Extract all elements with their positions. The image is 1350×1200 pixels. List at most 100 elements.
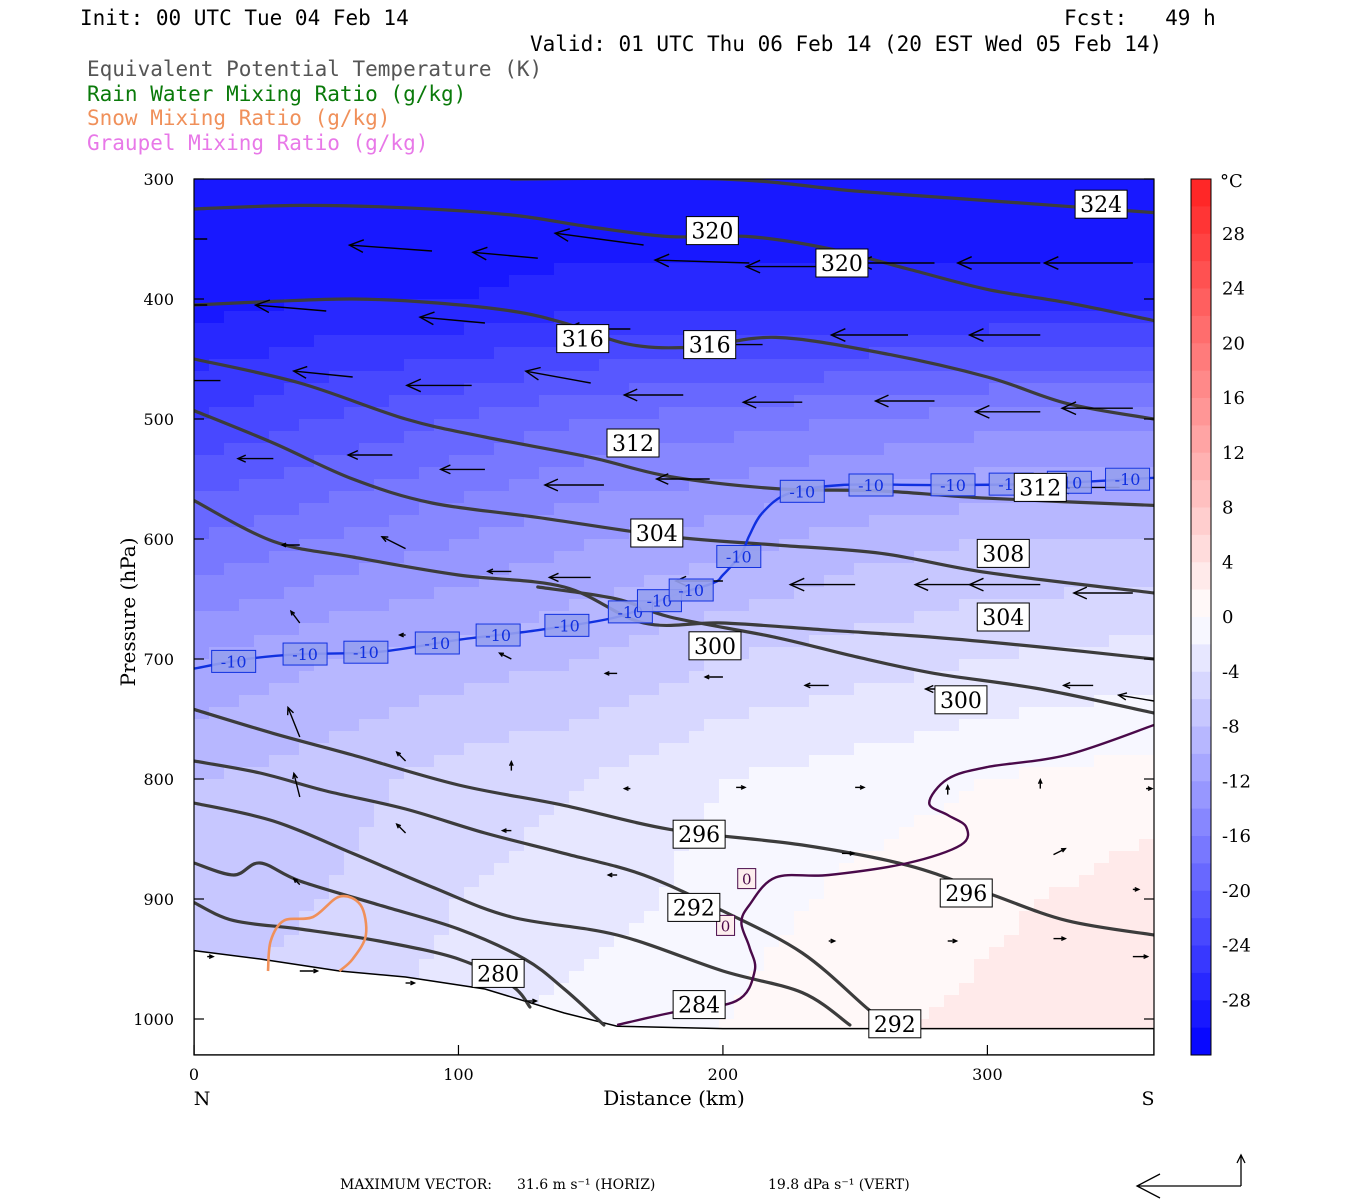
temperature-cell xyxy=(584,575,600,588)
temperature-cell xyxy=(1064,419,1080,432)
temperature-cell xyxy=(509,467,525,480)
temperature-cell xyxy=(899,467,915,480)
temperature-cell xyxy=(734,707,750,720)
temperature-cell xyxy=(464,479,480,492)
temperature-cell xyxy=(344,875,360,888)
temperature-cell xyxy=(689,419,705,432)
temperature-cell xyxy=(224,683,240,696)
temperature-cell xyxy=(449,491,465,504)
temperature-cell xyxy=(644,203,660,216)
temperature-cell xyxy=(659,239,675,252)
temperature-cell xyxy=(509,383,525,396)
temperature-cell xyxy=(884,251,900,264)
temperature-cell xyxy=(1079,359,1095,372)
temperature-cell xyxy=(809,371,825,384)
temperature-cell xyxy=(584,215,600,228)
temperature-cell xyxy=(359,563,375,576)
minus10-isotherm-label: -10 xyxy=(282,642,328,666)
temperature-cell xyxy=(794,419,810,432)
temperature-cell xyxy=(314,683,330,696)
temperature-cell xyxy=(284,479,300,492)
temperature-cell xyxy=(434,275,450,288)
temperature-cell xyxy=(539,491,555,504)
temperature-cell xyxy=(344,815,360,828)
temperature-cell xyxy=(509,647,525,660)
temperature-cell xyxy=(764,971,780,984)
temperature-cell xyxy=(599,407,615,420)
temperature-cell xyxy=(869,983,885,996)
temperature-cell xyxy=(839,671,855,684)
temperature-cell xyxy=(224,851,240,864)
temperature-cell xyxy=(569,983,585,996)
temperature-cell xyxy=(869,731,885,744)
temperature-cell xyxy=(659,935,675,948)
temperature-cell xyxy=(1094,575,1110,588)
temperature-cell xyxy=(749,587,765,600)
colorbar-segment xyxy=(1191,179,1211,207)
temperature-cell xyxy=(824,959,840,972)
temperature-cell xyxy=(569,659,585,672)
temperature-cell xyxy=(269,947,285,960)
colorbar-segment xyxy=(1191,644,1211,673)
temperature-cell xyxy=(779,971,795,984)
temperature-cell xyxy=(554,887,570,900)
temperature-cell xyxy=(614,635,630,648)
temperature-cell xyxy=(569,179,585,192)
temperature-cell xyxy=(704,791,720,804)
temperature-cell xyxy=(869,719,885,732)
temperature-cell xyxy=(944,323,960,336)
temperature-cell xyxy=(1109,563,1125,576)
temperature-cell xyxy=(629,671,645,684)
temperature-cell xyxy=(764,215,780,228)
temperature-cell xyxy=(1109,875,1125,888)
temperature-fill xyxy=(194,179,1154,1055)
wind-vector xyxy=(1060,401,1133,416)
temperature-cell xyxy=(284,467,300,480)
temperature-cell xyxy=(209,287,225,300)
temperature-cell xyxy=(374,923,390,936)
temperature-cell xyxy=(209,275,225,288)
temperature-cell xyxy=(269,635,285,648)
temperature-cell xyxy=(554,863,570,876)
temperature-cell xyxy=(839,515,855,528)
temperature-cell xyxy=(1094,791,1110,804)
temperature-cell xyxy=(209,935,225,948)
temperature-cell xyxy=(914,683,930,696)
temperature-cell xyxy=(449,263,465,276)
temperature-cell xyxy=(404,959,420,972)
temperature-cell xyxy=(254,623,270,636)
temperature-cell xyxy=(989,839,1005,852)
temperature-cell xyxy=(989,239,1005,252)
temperature-cell xyxy=(974,527,990,540)
temperature-cell xyxy=(869,203,885,216)
temperature-cell xyxy=(1079,311,1095,324)
temperature-cell xyxy=(329,335,345,348)
temperature-cell xyxy=(1034,443,1050,456)
zero-isotherm-label: 0 xyxy=(716,914,736,936)
temperature-cell xyxy=(929,287,945,300)
temperature-cell xyxy=(479,695,495,708)
temperature-cell xyxy=(464,767,480,780)
temperature-cell xyxy=(329,695,345,708)
temperature-cell xyxy=(569,299,585,312)
temperature-cell xyxy=(974,863,990,876)
temperature-cell xyxy=(194,683,210,696)
temperature-cell xyxy=(1109,299,1125,312)
temperature-cell xyxy=(314,311,330,324)
temperature-cell xyxy=(749,731,765,744)
temperature-cell xyxy=(494,731,510,744)
temperature-cell xyxy=(989,299,1005,312)
temperature-cell xyxy=(779,419,795,432)
temperature-cell xyxy=(1079,1007,1095,1020)
temperature-cell xyxy=(869,635,885,648)
temperature-cell xyxy=(764,299,780,312)
temperature-cell xyxy=(1034,983,1050,996)
temperature-cell xyxy=(659,203,675,216)
temperature-cell xyxy=(554,599,570,612)
temperature-cell xyxy=(809,587,825,600)
temperature-cell xyxy=(839,683,855,696)
temperature-cell xyxy=(1139,599,1154,612)
temperature-cell xyxy=(719,935,735,948)
temperature-cell xyxy=(1094,443,1110,456)
temperature-cell xyxy=(1004,803,1020,816)
